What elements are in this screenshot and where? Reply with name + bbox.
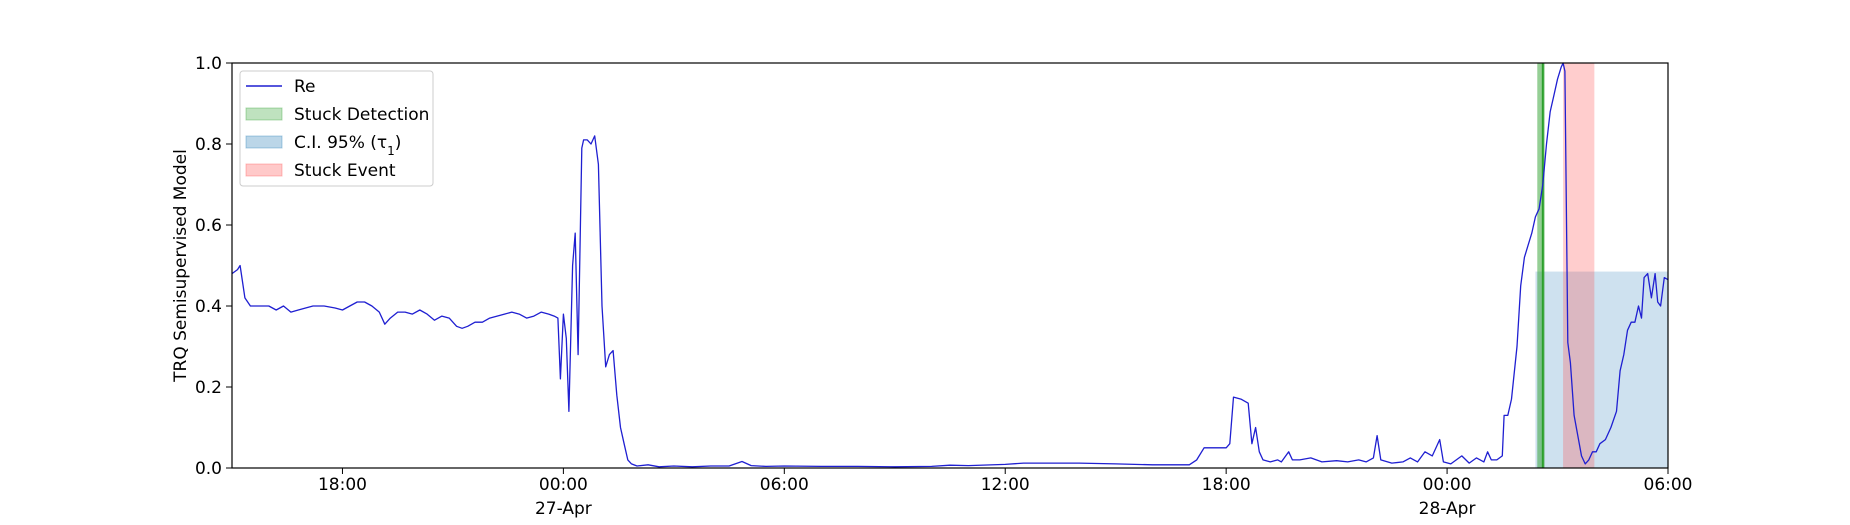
plot-frame <box>231 62 1669 469</box>
x-tick-label: 18:00 <box>318 475 367 495</box>
legend-swatch-patch <box>245 135 283 149</box>
y-tick-label: 1.0 <box>195 54 222 74</box>
y-tick-label: 0.2 <box>195 378 222 398</box>
legend-box <box>239 70 434 187</box>
legend-label-suffix: ) <box>395 133 402 153</box>
y-tick-label: 0.4 <box>195 297 222 317</box>
shaded-regions <box>1535 63 1668 468</box>
y-tick-label: 0.6 <box>195 216 222 236</box>
y-axis-label: TRQ Semisupervised Model <box>171 149 191 383</box>
stuck-event-span <box>1563 63 1595 468</box>
series-line-re <box>231 62 1669 468</box>
stuck-detection-span <box>1537 63 1545 468</box>
legend-label-subscript: 1 <box>387 144 395 158</box>
x-tick-label: 00:00 <box>539 475 588 495</box>
legend-label: Stuck Detection <box>294 105 429 125</box>
x-tick-date-label: 27-Apr <box>535 499 592 519</box>
legend-label: Re <box>294 77 316 97</box>
series-layer <box>231 62 1669 468</box>
x-axis: 18:00 00:00 27-Apr 1900 06:00 12:00 18:00 00:00… <box>318 468 1693 525</box>
x-tick-label: 12:00 <box>981 475 1030 495</box>
x-tick-year-label: 1900 <box>542 523 585 525</box>
y-tick-label: 0.8 <box>195 135 222 155</box>
y-tick-label: 0.0 <box>195 459 222 479</box>
ci95-span <box>1535 271 1668 468</box>
x-tick-label: 00:00 <box>1423 475 1472 495</box>
x-tick-label: 06:00 <box>760 475 809 495</box>
legend-swatch-patch <box>245 107 283 121</box>
y-axis: 0.0 0.2 0.4 0.6 0.8 1.0 <box>195 54 232 479</box>
legend-label: Stuck Event <box>294 161 396 181</box>
x-tick-label: 18:00 <box>1202 475 1251 495</box>
x-tick-label: 06:00 <box>1644 475 1693 495</box>
x-tick-date-label: 28-Apr <box>1419 499 1476 519</box>
legend-swatch-patch <box>245 163 283 177</box>
